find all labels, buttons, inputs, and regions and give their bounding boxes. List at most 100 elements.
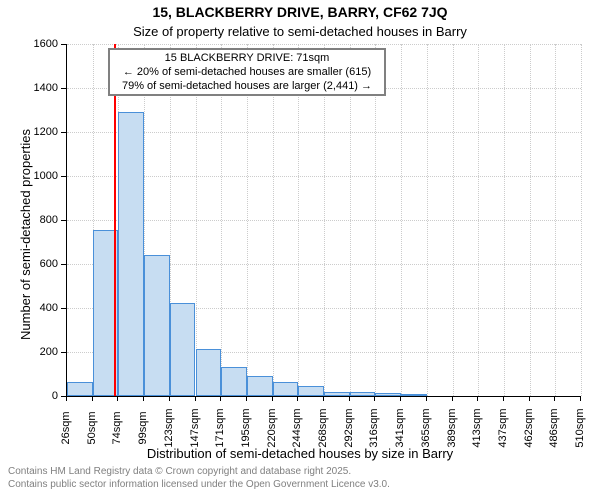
y-tick-label: 400 [22,302,58,314]
gridline-v [478,44,479,396]
x-tick-label: 486sqm [548,403,560,453]
gridline-v [273,44,274,396]
histogram-bar [324,392,350,396]
chart-subtitle: Size of property relative to semi-detach… [0,24,600,39]
x-tick-label: 171sqm [214,403,226,453]
histogram-bar [221,367,247,396]
gridline-v [427,44,428,396]
histogram-bar [67,382,93,396]
x-tick-mark [426,396,427,401]
x-tick-label: 123sqm [163,403,175,453]
gridline-v [401,44,402,396]
x-tick-mark [195,396,196,401]
y-tick-mark [61,176,66,177]
x-tick-mark [400,396,401,401]
gridline-v [375,44,376,396]
gridline-v [221,44,222,396]
x-tick-mark [92,396,93,401]
gridline-v [504,44,505,396]
gridline-v [350,44,351,396]
histogram-bar [118,112,144,396]
x-tick-mark [323,396,324,401]
histogram-bar [375,393,401,396]
histogram-bar [350,392,376,396]
attribution-line: Contains HM Land Registry data © Crown c… [8,466,390,479]
y-tick-mark [61,352,66,353]
x-tick-label: 195sqm [240,403,252,453]
x-tick-mark [477,396,478,401]
x-tick-label: 147sqm [189,403,201,453]
y-tick-mark [61,264,66,265]
histogram-bar [247,376,273,396]
x-tick-mark [117,396,118,401]
annotation-box: 15 BLACKBERRY DRIVE: 71sqm← 20% of semi-… [108,48,386,96]
subject-marker-line [114,44,116,396]
histogram-bar [401,394,427,396]
x-tick-mark [349,396,350,401]
x-tick-mark [297,396,298,401]
x-tick-label: 244sqm [291,403,303,453]
y-tick-label: 1400 [22,82,58,94]
plot-area [66,44,581,397]
y-tick-label: 200 [22,346,58,358]
x-tick-label: 316sqm [368,403,380,453]
x-tick-mark [220,396,221,401]
y-tick-label: 1600 [22,38,58,50]
x-tick-mark [374,396,375,401]
gridline-v [555,44,556,396]
x-tick-mark [66,396,67,401]
x-tick-label: 413sqm [471,403,483,453]
x-tick-label: 50sqm [86,403,98,453]
gridline-v [324,44,325,396]
x-tick-mark [503,396,504,401]
y-tick-mark [61,44,66,45]
histogram-bar [273,382,299,396]
gridline-v [196,44,197,396]
gridline-v [298,44,299,396]
x-tick-mark [580,396,581,401]
x-tick-label: 268sqm [317,403,329,453]
histogram-bar [170,303,196,397]
x-tick-label: 74sqm [111,403,123,453]
x-tick-label: 365sqm [420,403,432,453]
y-tick-label: 1000 [22,170,58,182]
x-tick-label: 341sqm [394,403,406,453]
annotation-line: ← 20% of semi-detached houses are smalle… [110,66,384,80]
gridline-v [581,44,582,396]
x-tick-mark [529,396,530,401]
histogram-bar [298,386,324,396]
x-tick-label: 437sqm [497,403,509,453]
y-tick-mark [61,88,66,89]
x-tick-label: 220sqm [266,403,278,453]
y-tick-mark [61,220,66,221]
gridline-v [530,44,531,396]
x-tick-mark [143,396,144,401]
attribution-line: Contains public sector information licen… [8,479,390,492]
histogram-bar [144,255,170,396]
chart-frame: 15, BLACKBERRY DRIVE, BARRY, CF62 7JQ Si… [0,0,600,500]
histogram-bar [196,349,222,396]
annotation-line: 79% of semi-detached houses are larger (… [110,80,384,94]
x-tick-label: 99sqm [137,403,149,453]
annotation-line: 15 BLACKBERRY DRIVE: 71sqm [110,52,384,66]
x-tick-label: 292sqm [343,403,355,453]
x-tick-label: 510sqm [574,403,586,453]
gridline-v [247,44,248,396]
x-tick-mark [169,396,170,401]
x-tick-label: 462sqm [523,403,535,453]
x-tick-mark [246,396,247,401]
y-tick-label: 1200 [22,126,58,138]
y-tick-label: 0 [22,390,58,402]
x-tick-label: 26sqm [60,403,72,453]
x-tick-mark [554,396,555,401]
attribution-text: Contains HM Land Registry data © Crown c… [8,466,390,491]
x-tick-label: 389sqm [446,403,458,453]
x-tick-mark [272,396,273,401]
x-tick-mark [452,396,453,401]
y-tick-label: 800 [22,214,58,226]
chart-title: 15, BLACKBERRY DRIVE, BARRY, CF62 7JQ [0,4,600,20]
y-tick-label: 600 [22,258,58,270]
y-tick-mark [61,132,66,133]
y-tick-mark [61,308,66,309]
gridline-v [453,44,454,396]
